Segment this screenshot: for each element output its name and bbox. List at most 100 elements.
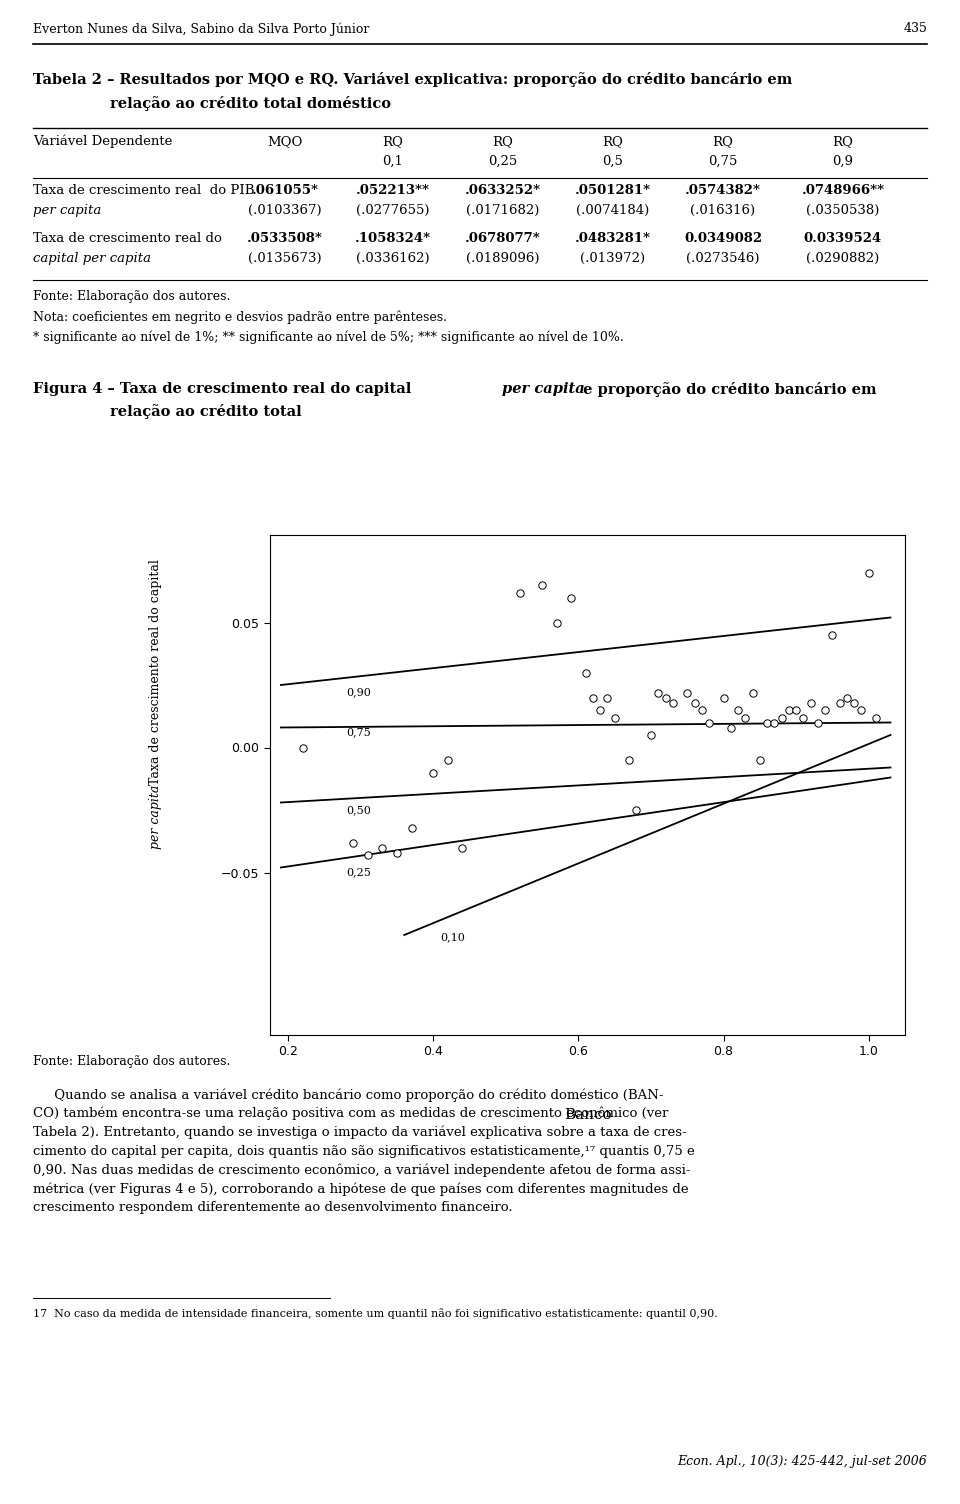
Point — [767, 710, 782, 734]
Point — [774, 705, 789, 729]
Point — [680, 680, 695, 704]
Text: 0.0339524: 0.0339524 — [804, 232, 882, 245]
Point — [810, 710, 826, 734]
Point — [564, 585, 579, 609]
Text: per capita: per capita — [149, 785, 161, 850]
Text: .0501281*: .0501281* — [575, 183, 651, 197]
Point — [737, 705, 753, 729]
Point — [803, 690, 818, 714]
Text: Taxa de crescimento real do: Taxa de crescimento real do — [33, 232, 222, 245]
Text: Quando se analisa a variável crédito bancário como proporção do crédito doméstic: Quando se analisa a variável crédito ban… — [33, 1087, 695, 1214]
Text: MQO: MQO — [267, 135, 302, 147]
Point — [868, 705, 883, 729]
Point — [853, 698, 869, 722]
Text: 0,25: 0,25 — [347, 868, 372, 877]
Text: per capita: per capita — [502, 382, 585, 396]
Point — [781, 698, 797, 722]
Point — [535, 573, 550, 597]
Text: 0,50: 0,50 — [347, 805, 372, 815]
Point — [759, 710, 775, 734]
Text: .0533508*: .0533508* — [247, 232, 323, 245]
Text: e proporção do crédito bancário em: e proporção do crédito bancário em — [578, 382, 876, 397]
Point — [390, 841, 405, 865]
Text: (.0336162): (.0336162) — [356, 253, 430, 265]
Text: 0,75: 0,75 — [708, 155, 737, 168]
Point — [745, 680, 760, 704]
Text: (.0103367): (.0103367) — [249, 205, 322, 217]
Text: 0.0349082: 0.0349082 — [684, 232, 762, 245]
Text: .0483281*: .0483281* — [575, 232, 651, 245]
Text: RQ: RQ — [383, 135, 403, 147]
Point — [513, 581, 528, 605]
Text: (.0277655): (.0277655) — [356, 205, 430, 217]
Point — [643, 723, 659, 747]
Point — [600, 686, 615, 710]
Text: (.0189096): (.0189096) — [467, 253, 540, 265]
Point — [832, 690, 848, 714]
Text: 0,25: 0,25 — [489, 155, 517, 168]
Text: 0,75: 0,75 — [347, 728, 371, 737]
Text: .061055*: .061055* — [252, 183, 319, 197]
Text: Taxa de crescimento real  do PIB: Taxa de crescimento real do PIB — [33, 183, 254, 197]
Text: (.0350538): (.0350538) — [806, 205, 879, 217]
Point — [731, 698, 746, 722]
Text: Fonte: Elaboração dos autores.: Fonte: Elaboração dos autores. — [33, 1054, 230, 1068]
Point — [665, 690, 681, 714]
Text: .052213**: .052213** — [356, 183, 430, 197]
Point — [753, 747, 768, 772]
Text: (.0074184): (.0074184) — [576, 205, 650, 217]
Point — [592, 698, 608, 722]
Text: Figura 4 – Taxa de crescimento real do capital: Figura 4 – Taxa de crescimento real do c… — [33, 382, 417, 396]
Point — [455, 835, 470, 859]
Text: Taxa de crescimento real do capital: Taxa de crescimento real do capital — [149, 555, 161, 785]
Point — [702, 710, 717, 734]
Point — [847, 690, 862, 714]
Text: 17  No caso da medida de intensidade financeira, somente um quantil não foi sign: 17 No caso da medida de intensidade fina… — [33, 1308, 718, 1319]
Point — [607, 705, 622, 729]
Text: (.0290882): (.0290882) — [806, 253, 879, 265]
Point — [360, 842, 375, 866]
Text: * significante ao nível de 1%; ** significante ao nível de 5%; *** significante : * significante ao nível de 1%; ** signif… — [33, 329, 624, 343]
Text: 435: 435 — [903, 23, 927, 35]
Point — [651, 680, 666, 704]
Point — [440, 747, 455, 772]
Text: Variável Dependente: Variável Dependente — [33, 135, 173, 149]
Point — [658, 686, 673, 710]
Text: per capita: per capita — [33, 205, 101, 217]
Text: 0,90: 0,90 — [347, 687, 372, 698]
Text: (.013972): (.013972) — [581, 253, 645, 265]
Text: (.0135673): (.0135673) — [249, 253, 322, 265]
Text: capital per capita: capital per capita — [33, 253, 151, 265]
Point — [716, 686, 732, 710]
Text: RQ: RQ — [492, 135, 514, 147]
Text: .0678077*: .0678077* — [466, 232, 540, 245]
Point — [425, 761, 441, 785]
Text: Banco: Banco — [564, 1108, 612, 1122]
Point — [686, 690, 702, 714]
Point — [861, 561, 876, 585]
Text: .0748966**: .0748966** — [802, 183, 884, 197]
Text: .1058324*: .1058324* — [355, 232, 431, 245]
Point — [578, 660, 593, 684]
Text: (.0273546): (.0273546) — [686, 253, 759, 265]
Point — [346, 830, 361, 854]
Text: Econ. Apl., 10(3): 425-442, jul-set 2006: Econ. Apl., 10(3): 425-442, jul-set 2006 — [677, 1454, 927, 1468]
Point — [839, 686, 854, 710]
Point — [295, 735, 310, 760]
Point — [374, 835, 390, 859]
Point — [796, 705, 811, 729]
Point — [723, 716, 738, 740]
Point — [629, 799, 644, 823]
Point — [586, 686, 601, 710]
Point — [694, 698, 709, 722]
Text: Tabela 2 – Resultados por MQO e RQ. Variável explicativa: proporção do crédito b: Tabela 2 – Resultados por MQO e RQ. Vari… — [33, 72, 792, 87]
Text: 0,10: 0,10 — [441, 932, 466, 943]
Text: .0633252*: .0633252* — [465, 183, 541, 197]
Text: 0,1: 0,1 — [383, 155, 403, 168]
Text: Everton Nunes da Silva, Sabino da Silva Porto Júnior: Everton Nunes da Silva, Sabino da Silva … — [33, 23, 370, 36]
Point — [825, 623, 840, 647]
Text: 0,9: 0,9 — [832, 155, 853, 168]
Text: (.0171682): (.0171682) — [467, 205, 540, 217]
Point — [549, 611, 564, 635]
Text: RQ: RQ — [712, 135, 733, 147]
